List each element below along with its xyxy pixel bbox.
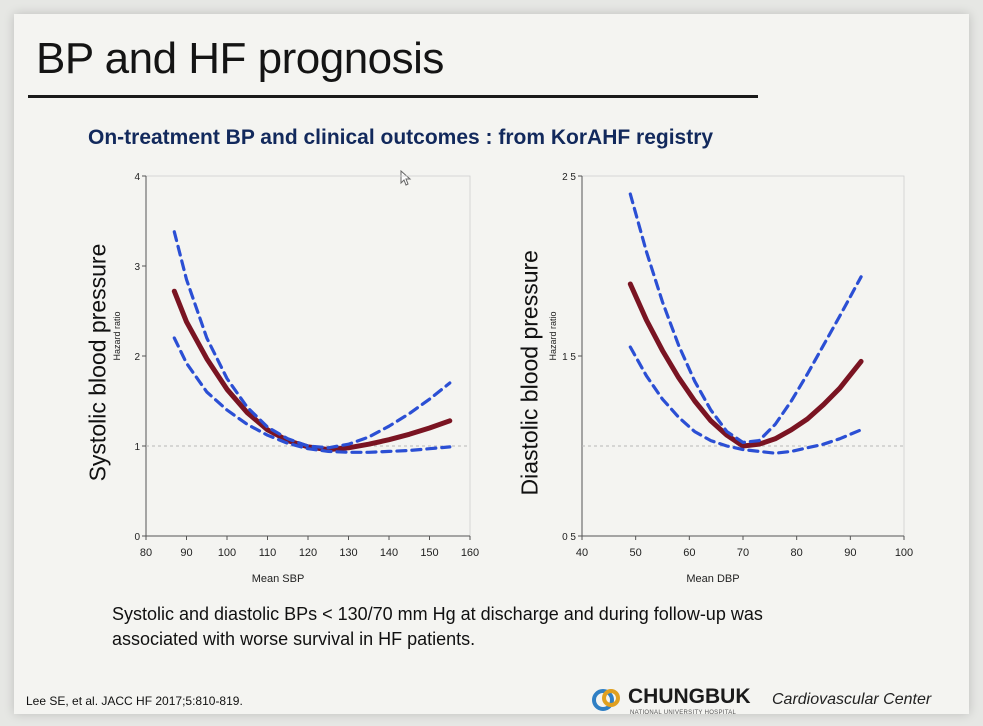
dbp-x-tick-label: 100: [895, 547, 913, 559]
dbp-x-axis-label: Mean DBP: [686, 573, 739, 585]
sbp-x-tick-label: 120: [299, 547, 317, 559]
sbp-estimate-line: [171, 288, 453, 453]
dbp-x-tick-label: 80: [791, 547, 803, 559]
sbp-x-tick-label: 130: [339, 547, 357, 559]
sbp-x-tick-label: 150: [420, 547, 438, 559]
sbp-y-tick-label: 0: [134, 532, 140, 543]
dbp-x-tick-label: 60: [683, 547, 695, 559]
sbp-x-tick-label: 160: [461, 547, 479, 559]
dbp-estimate-line: [627, 281, 864, 449]
sbp-x-tick-label: 110: [259, 547, 277, 559]
dbp-y-tick-label: 1 5: [562, 352, 576, 363]
dbp-plot-frame: [581, 175, 905, 537]
chungbuk-logo-icon: [592, 689, 620, 711]
sbp-x-tick-label: 90: [180, 547, 192, 559]
dbp-y-tick-label: 2 5: [562, 172, 576, 183]
sbp-plot-frame: [145, 175, 471, 537]
sbp-lower-ci-line: [172, 336, 452, 454]
sbp-x-axis-label: Mean SBP: [252, 573, 305, 585]
hospital-logo: CHUNGBUK NATIONAL UNIVERSITY HOSPITAL Ca…: [592, 684, 952, 720]
sbp-x-tick-label: 100: [218, 547, 236, 559]
dbp-x-tick-label: 40: [576, 547, 588, 559]
sbp-y-tick-label: 1: [134, 442, 140, 453]
caption: Systolic and diastolic BPs < 130/70 mm H…: [112, 602, 932, 652]
sbp-x-tick-label: 80: [140, 547, 152, 559]
slide-subtitle: On-treatment BP and clinical outcomes : …: [88, 126, 714, 149]
dbp-lower-ci-line: [628, 345, 863, 455]
sbp-y-tick-label: 3: [134, 262, 140, 273]
dbp-x-tick-label: 70: [737, 547, 749, 559]
slide-title: BP and HF prognosis: [36, 34, 444, 83]
mouse-pointer-icon: [400, 170, 412, 186]
caption-line-2: associated with worse survival in HF pat…: [112, 629, 476, 649]
sbp-hazard-chart: 80 90 100 110 120 130 140 150 160 0 1 2 3 4 Mean SBP Ha…: [112, 172, 479, 585]
sbp-y-tick-label: 4: [134, 172, 140, 183]
dbp-y-axis-label: Hazard ratio: [548, 311, 558, 360]
caption-line-1: Systolic and diastolic BPs < 130/70 mm H…: [112, 604, 763, 624]
logo-sub-text: NATIONAL UNIVERSITY HOSPITAL: [630, 710, 737, 716]
sbp-y-tick-label: 2: [134, 352, 140, 363]
sbp-side-label: Systolic blood pressure: [84, 243, 111, 482]
dbp-x-tick-label: 50: [630, 547, 642, 559]
citation: Lee SE, et al. JACC HF 2017;5:810-819.: [26, 694, 243, 708]
sbp-upper-ci-line: [172, 230, 452, 450]
logo-main-text: CHUNGBUK: [628, 685, 751, 708]
dbp-upper-ci-line: [628, 192, 863, 444]
sbp-x-tick-label: 140: [380, 547, 398, 559]
dbp-x-tick-label: 90: [844, 547, 856, 559]
sbp-y-axis-label: Hazard ratio: [112, 311, 122, 360]
logo-tagline: Cardiovascular Center: [772, 691, 932, 708]
slide: [14, 14, 969, 714]
dbp-side-label: Diastolic blood pressure: [516, 250, 543, 496]
title-divider: [28, 95, 758, 98]
dbp-hazard-chart: 40 50 60 70 80 90 100 0 5 1 5 2 5 Mean DBP Hazard r…: [548, 172, 913, 585]
dbp-y-tick-label: 0 5: [562, 532, 576, 543]
